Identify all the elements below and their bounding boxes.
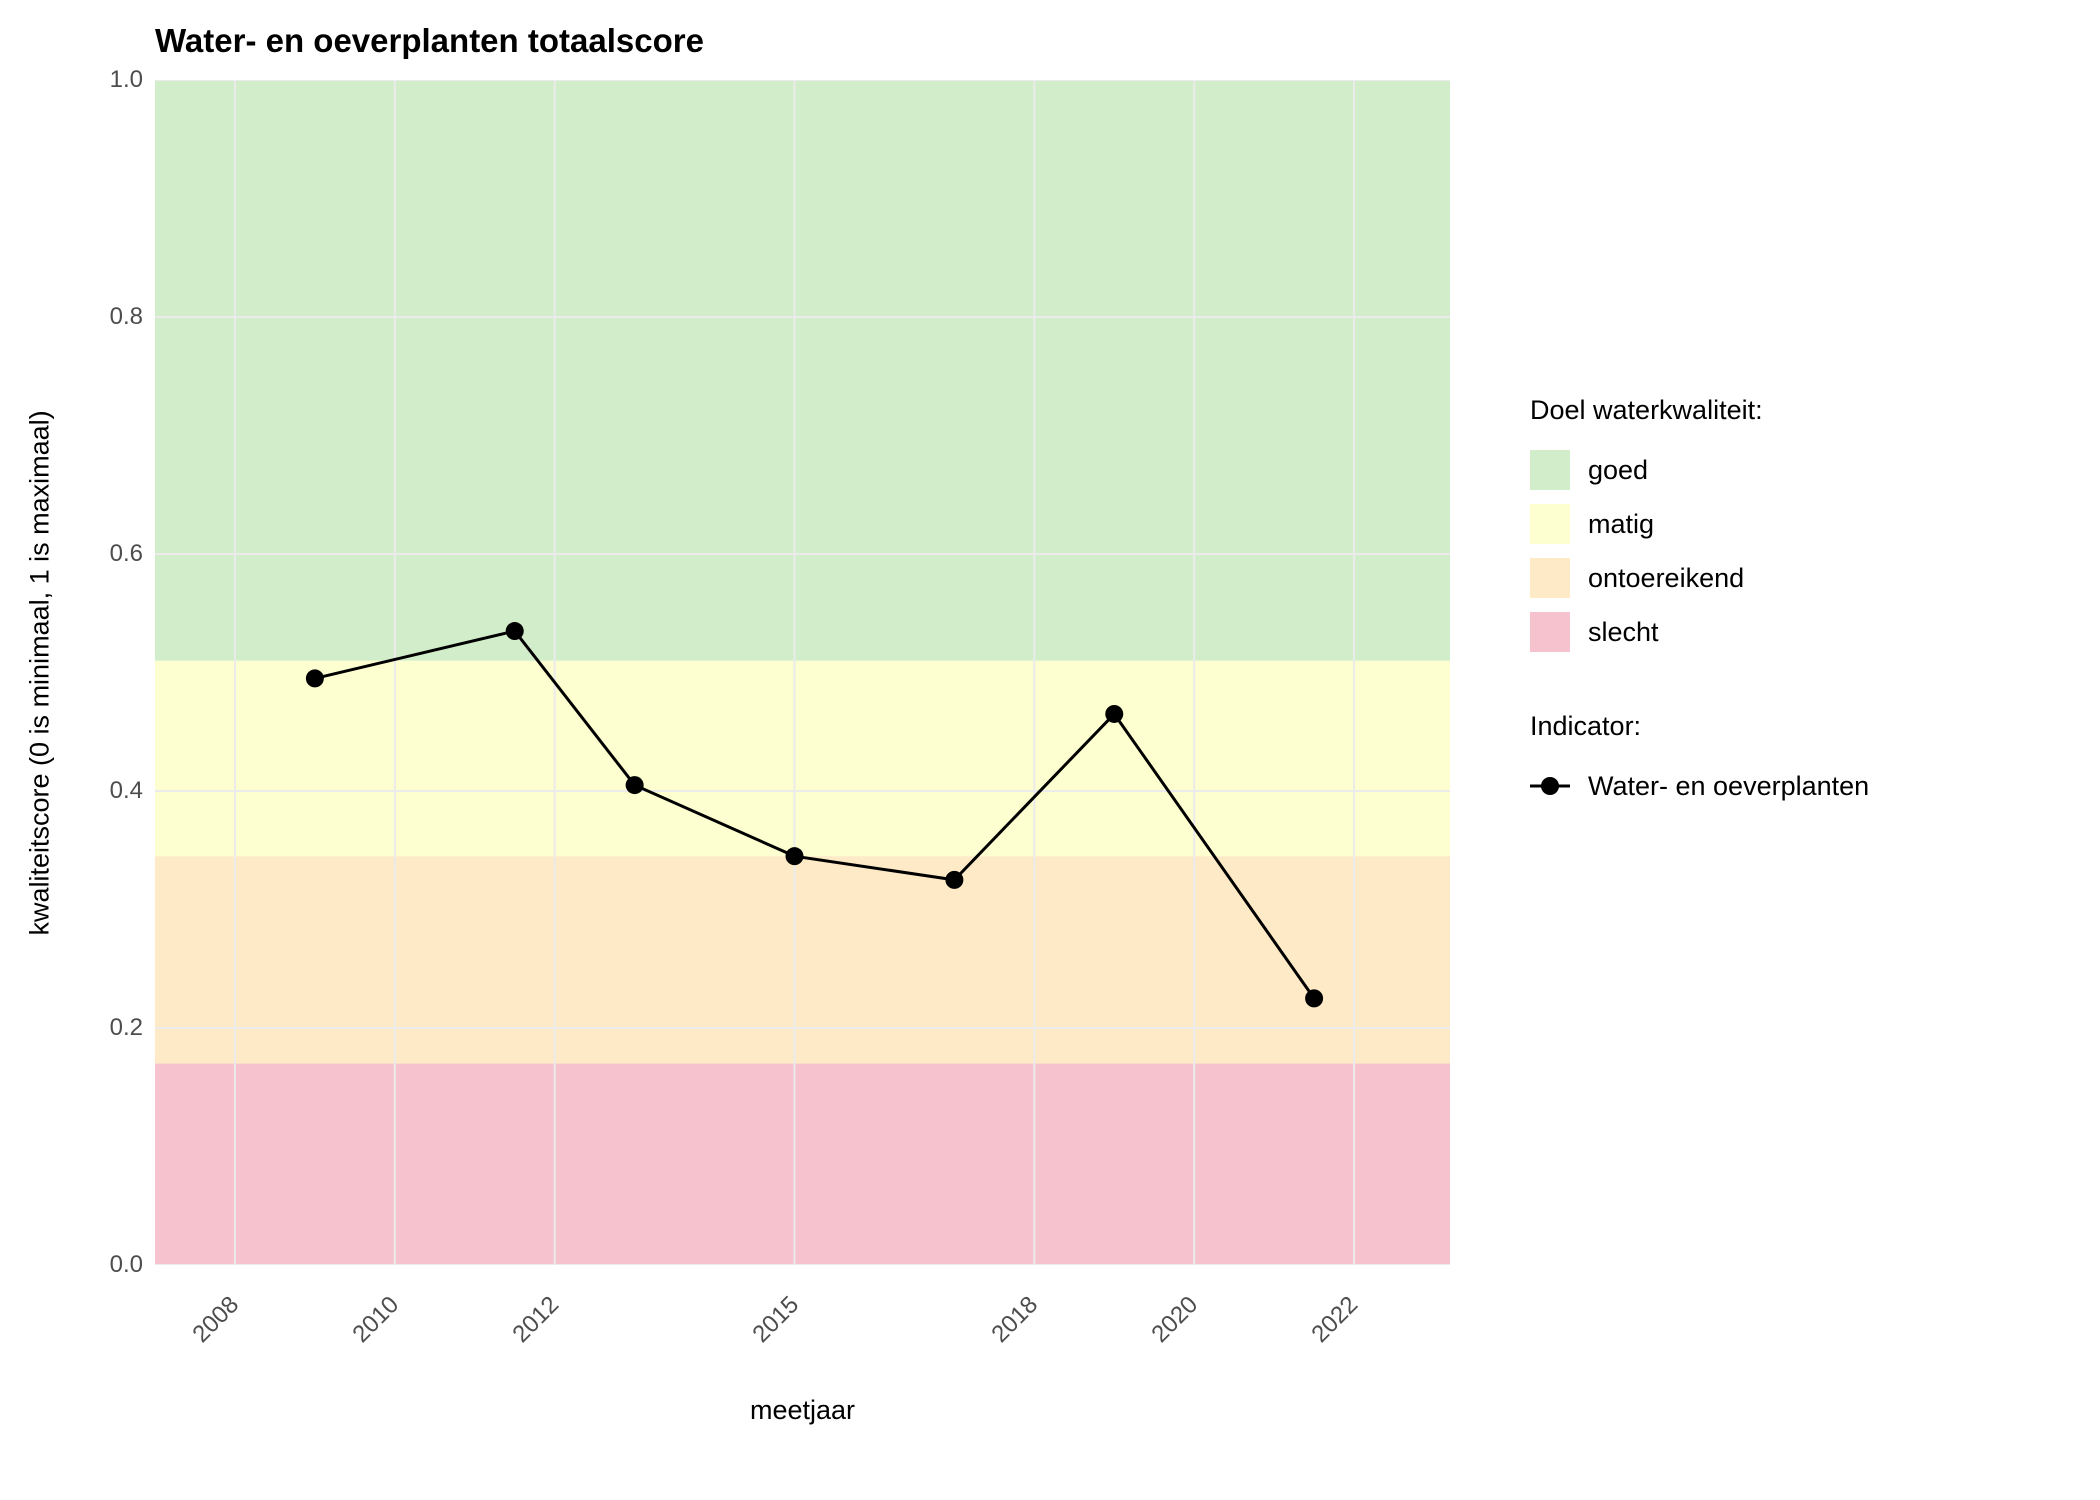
y-tick-label: 1.0: [110, 66, 143, 94]
x-tick-label: 2020: [1128, 1291, 1204, 1367]
legend-item-indicator: Water- en oeverplanten: [1530, 766, 1869, 806]
chart-title: Water- en oeverplanten totaalscore: [155, 22, 704, 60]
y-tick-label: 0.2: [110, 1014, 143, 1042]
legend-label: ontoereikend: [1588, 563, 1744, 594]
x-tick-label: 2008: [168, 1291, 244, 1367]
quality-band-matig: [155, 661, 1450, 857]
x-axis-label: meetjaar: [155, 1395, 1450, 1426]
quality-band-goed: [155, 80, 1450, 661]
data-point: [1105, 705, 1123, 723]
legend-title-quality: Doel waterkwaliteit:: [1530, 395, 1763, 426]
data-point: [626, 776, 644, 794]
quality-band-ontoereikend: [155, 856, 1450, 1063]
quality-band-slecht: [155, 1064, 1450, 1265]
plot-panel: [155, 80, 1450, 1265]
data-point: [786, 847, 804, 865]
legend-item-ontoereikend: ontoereikend: [1530, 558, 1744, 598]
legend-swatch: [1530, 558, 1570, 598]
x-tick-label: 2018: [968, 1291, 1044, 1367]
data-point: [945, 871, 963, 889]
legend-swatch: [1530, 504, 1570, 544]
quality-bands: [155, 80, 1450, 1265]
legend-title-indicator: Indicator:: [1530, 711, 1641, 742]
x-tick-label: 2012: [488, 1291, 564, 1367]
legend-label: slecht: [1588, 617, 1659, 648]
x-tick-label: 2015: [728, 1291, 804, 1367]
legend-swatch: [1530, 612, 1570, 652]
legend-label: goed: [1588, 455, 1648, 486]
legend-item-matig: matig: [1530, 504, 1654, 544]
x-tick-label: 2010: [328, 1291, 404, 1367]
legend-line-swatch: [1530, 766, 1570, 806]
data-point: [1305, 989, 1323, 1007]
data-point: [306, 669, 324, 687]
legend-label: Water- en oeverplanten: [1588, 771, 1869, 802]
y-tick-label: 0.4: [110, 777, 143, 805]
legend-item-goed: goed: [1530, 450, 1648, 490]
y-axis-label: kwaliteitscore (0 is minimaal, 1 is maxi…: [25, 416, 56, 936]
x-tick-label: 2022: [1288, 1291, 1364, 1367]
data-point: [506, 622, 524, 640]
chart-container: Water- en oeverplanten totaalscore 0.0 0.…: [0, 0, 2100, 1500]
y-tick-label: 0.6: [110, 540, 143, 568]
legend-label: matig: [1588, 509, 1654, 540]
y-tick-label: 0.8: [110, 303, 143, 331]
legend-item-slecht: slecht: [1530, 612, 1659, 652]
y-tick-label: 0.0: [110, 1251, 143, 1279]
legend-swatch: [1530, 450, 1570, 490]
